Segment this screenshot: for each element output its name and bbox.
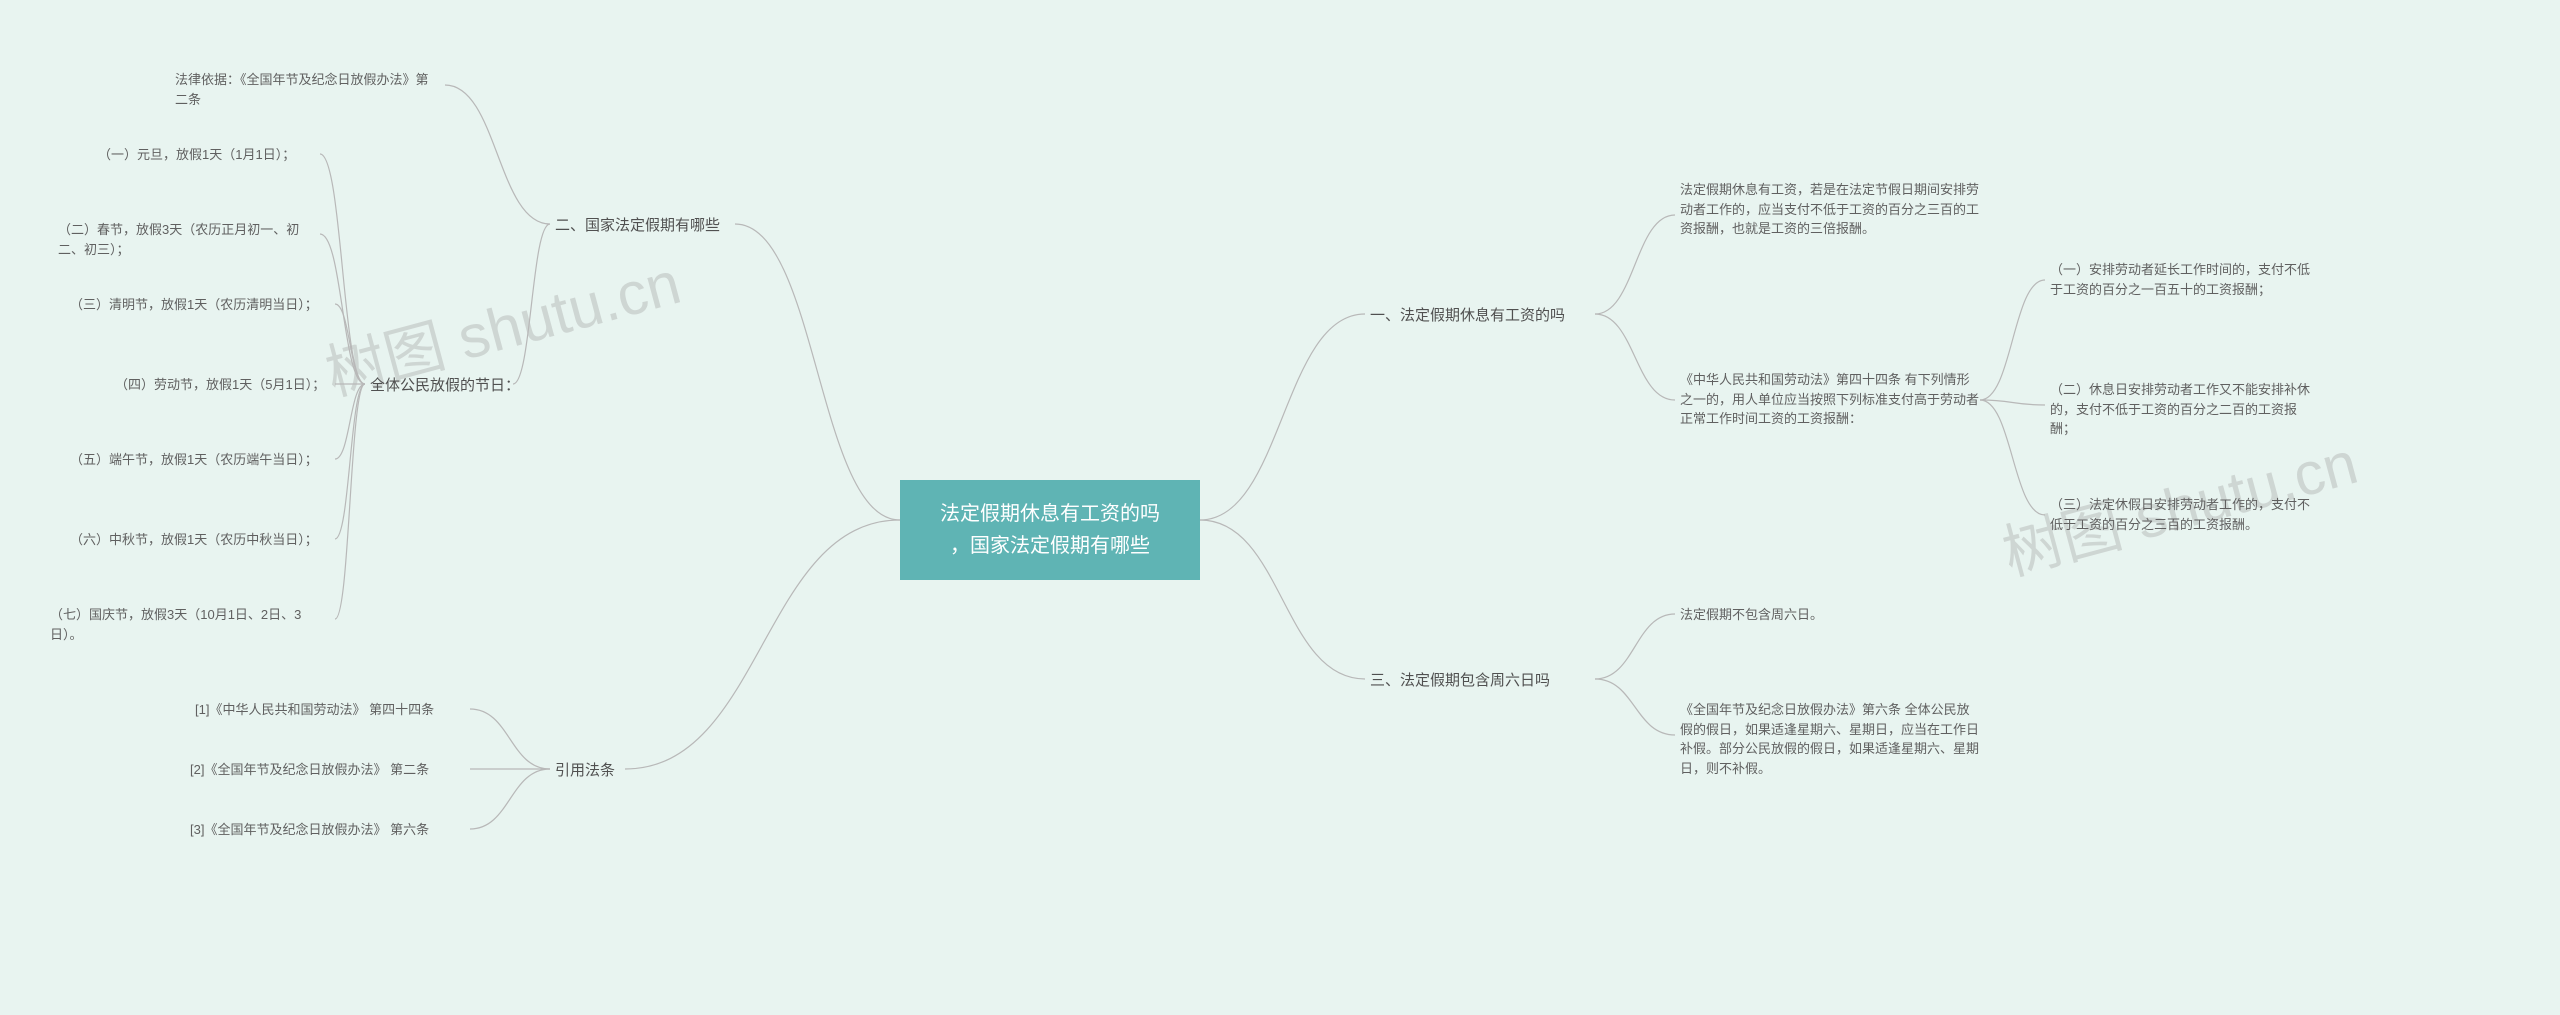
section-1-item-2b: （二）休息日安排劳动者工作又不能安排补休的，支付不低于工资的百分之二百的工资报酬… [2050, 380, 2310, 439]
holiday-1: （一）元旦，放假1天（1月1日）； [98, 145, 295, 165]
holiday-7: （七）国庆节，放假3天（10月1日、2日、3日）。 [50, 605, 310, 644]
ref-1: [1]《中华人民共和国劳动法》 第四十四条 [195, 700, 434, 720]
holiday-4: （四）劳动节，放假1天（5月1日）； [115, 375, 325, 395]
holiday-3: （三）清明节，放假1天（农历清明当日）； [70, 295, 318, 315]
section-3-item-2: 《全国年节及纪念日放假办法》第六条 全体公民放假的假日，如果适逢星期六、星期日，… [1680, 700, 1980, 778]
root-line1: 法定假期休息有工资的吗 [924, 498, 1176, 530]
section-1-item-2: 《中华人民共和国劳动法》第四十四条 有下列情形之一的，用人单位应当按照下列标准支… [1680, 370, 1980, 429]
root-node: 法定假期休息有工资的吗 ，国家法定假期有哪些 [900, 480, 1200, 580]
section-1-item-1: 法定假期休息有工资，若是在法定节假日期间安排劳动者工作的，应当支付不低于工资的百… [1680, 180, 1980, 239]
refs-title: 引用法条 [555, 760, 615, 783]
section-3-title: 三、法定假期包含周六日吗 [1370, 670, 1550, 693]
section-2-title: 二、国家法定假期有哪些 [555, 215, 720, 238]
section-1-title: 一、法定假期休息有工资的吗 [1370, 305, 1565, 328]
holiday-2: （二）春节，放假3天（农历正月初一、初二、初三）； [58, 220, 318, 259]
ref-2: [2]《全国年节及纪念日放假办法》 第二条 [190, 760, 429, 780]
holiday-6: （六）中秋节，放假1天（农历中秋当日）； [70, 530, 318, 550]
section-1-item-2c: （三）法定休假日安排劳动者工作的，支付不低于工资的百分之三百的工资报酬。 [2050, 495, 2310, 534]
section-3-item-1: 法定假期不包含周六日。 [1680, 605, 1823, 625]
ref-3: [3]《全国年节及纪念日放假办法》 第六条 [190, 820, 429, 840]
holiday-5: （五）端午节，放假1天（农历端午当日）； [70, 450, 318, 470]
section-1-item-2a: （一）安排劳动者延长工作时间的，支付不低于工资的百分之一百五十的工资报酬； [2050, 260, 2310, 299]
section-2-sub: 全体公民放假的节日： [370, 375, 520, 398]
section-2-law: 法律依据：《全国年节及纪念日放假办法》第二条 [175, 70, 435, 109]
root-line2: ，国家法定假期有哪些 [924, 530, 1176, 562]
